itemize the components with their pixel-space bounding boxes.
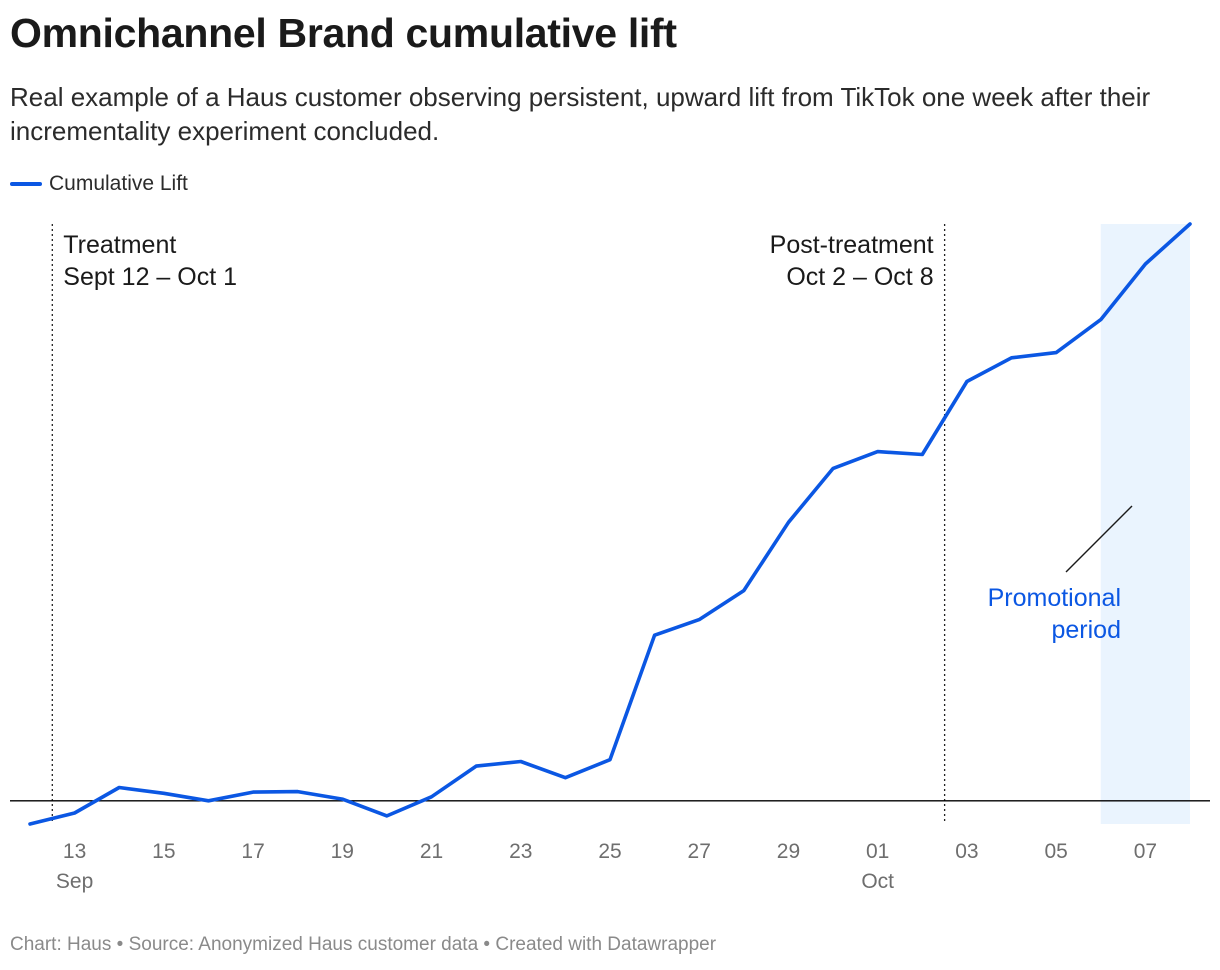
promotional-label-line-1: Promotional [988,584,1121,612]
reference-lines-layer: Treatment Sept 12 – Oct 1 Post-treatment Oc… [51,224,946,824]
x-tick-month-oct: Oct [861,870,894,893]
promotional-annotation-leader [1065,505,1133,573]
x-tick-label-19: 19 [331,840,354,863]
reference-label-1-line-2: Sept 12 – Oct 1 [63,263,237,291]
x-tick-label-25: 25 [598,840,621,863]
legend: Cumulative Lift [10,172,188,196]
annotations-layer: Promotional period [988,505,1133,644]
legend-swatch-cumulative-lift [10,182,42,186]
x-tick-label-29: 29 [777,840,800,863]
x-tick-month-sep: Sep [56,870,93,893]
x-tick-label-17: 17 [241,840,264,863]
x-tick-label-07: 07 [1134,840,1157,863]
chart-footer-credit: Chart: Haus • Source: Anonymized Haus cu… [10,934,717,955]
x-tick-label-05: 05 [1044,840,1067,863]
x-tick-label-27: 27 [688,840,711,863]
reference-label-2-line-1: Post-treatment [770,231,934,259]
legend-label-cumulative-lift: Cumulative Lift [49,172,188,195]
chart-title: Omnichannel Brand cumulative lift [10,10,677,56]
x-tick-label-13: 13 [63,840,86,863]
reference-label-2-line-2: Oct 2 – Oct 8 [786,263,933,291]
promotional-period-layer [1100,224,1190,824]
series-line-1 [28,222,1192,826]
x-tick-label-01: 01 [866,840,889,863]
x-tick-label-21: 21 [420,840,443,863]
promotional-period-band [1100,224,1190,824]
promotional-label-line-2: period [1052,616,1122,644]
chart-subtitle: Real example of a Haus customer observin… [10,82,1151,146]
x-tick-label-23: 23 [509,840,532,863]
x-tick-label-03: 03 [955,840,978,863]
reference-label-1-line-1: Treatment [63,231,176,259]
series-layer [28,222,1192,826]
x-tick-label-15: 15 [152,840,175,863]
x-axis: 13 Sep 15 17 19 21 23 25 27 29 01 Oct 03 05 07 [56,840,1157,893]
